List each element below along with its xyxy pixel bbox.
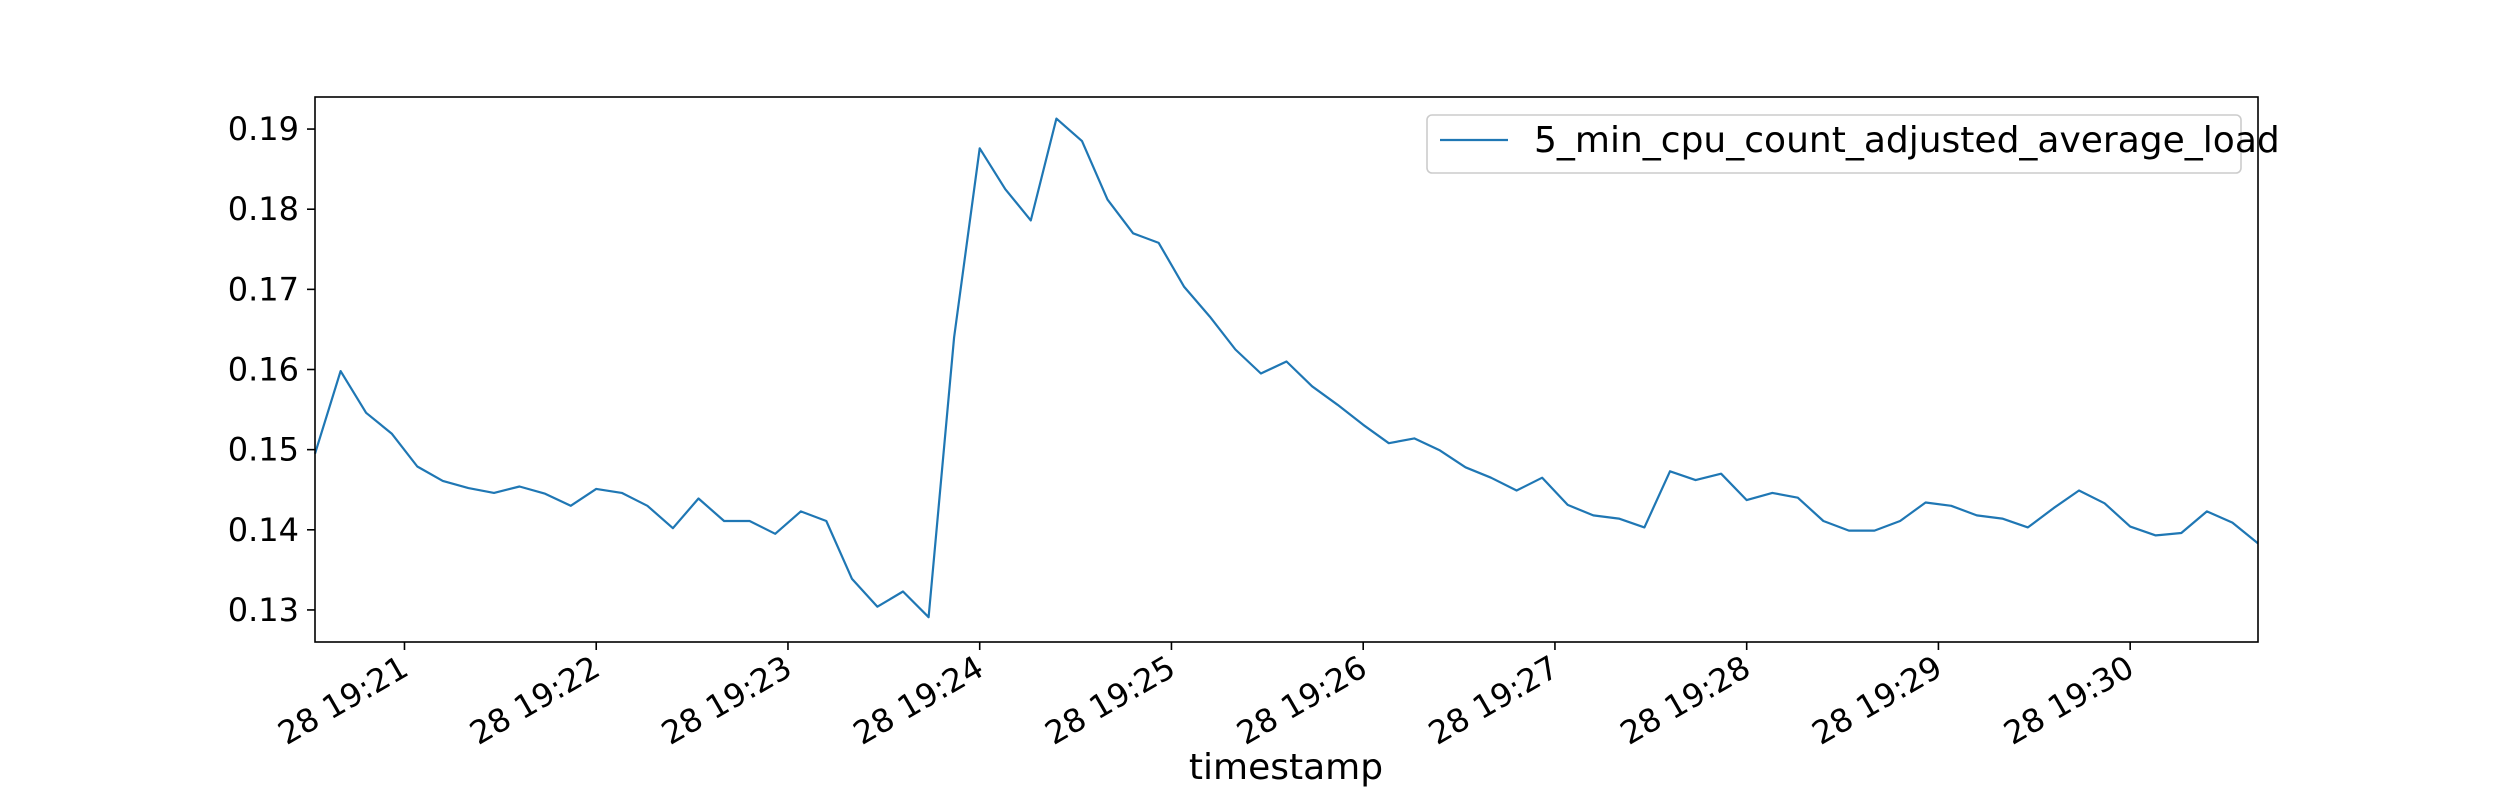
- x-axis-title: timestamp: [1189, 747, 1383, 788]
- y-tick-label: 0.14: [228, 511, 299, 549]
- y-tick-label: 0.19: [228, 110, 299, 148]
- series-layer: [313, 117, 2259, 619]
- legend-box: [1426, 114, 2242, 174]
- y-tick-label: 0.16: [228, 351, 299, 389]
- plot-frame: [314, 96, 2259, 643]
- plot-area: [315, 97, 2258, 642]
- legend-label: 5_min_cpu_count_adjusted_average_load: [1534, 120, 2280, 161]
- y-tick-label: 0.18: [228, 190, 299, 228]
- series-line: [313, 117, 2259, 619]
- y-tick-label: 0.15: [228, 431, 299, 469]
- y-axis: 0.13 0.14 0.15 0.16 0.17 0.18 0.19: [228, 110, 315, 629]
- y-tick-label: 0.17: [228, 270, 299, 308]
- legend: 5_min_cpu_count_adjusted_average_load: [1426, 114, 2280, 174]
- y-tick-label: 0.13: [228, 591, 299, 629]
